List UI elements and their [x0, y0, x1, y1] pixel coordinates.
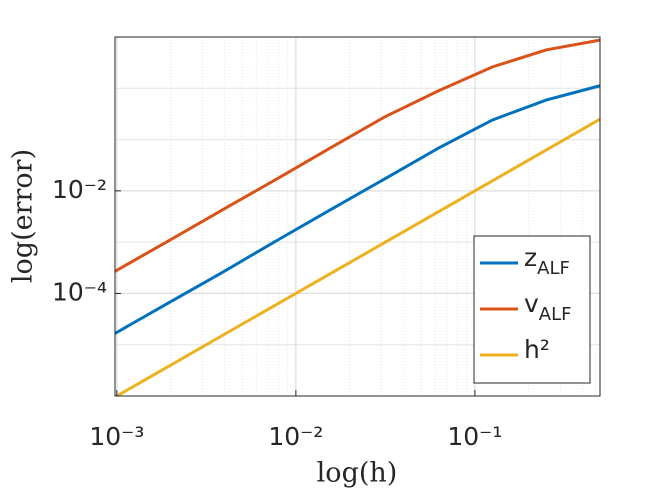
x-tick-label: 10⁻²: [268, 422, 323, 451]
legend: zALF vALF h²: [473, 235, 591, 384]
lines: [115, 38, 600, 396]
series-line: [115, 38, 600, 273]
axes-box: [114, 36, 601, 397]
x-axis-label: log(h): [317, 458, 398, 489]
legend-label: h²: [524, 335, 550, 364]
series-line: [115, 117, 600, 396]
grid: [115, 37, 600, 396]
y-tick-label: 10⁻⁴: [52, 277, 107, 306]
x-tick-label: 10⁻¹: [447, 422, 502, 451]
series-line: [115, 84, 600, 335]
y-tick-label: 10⁻²: [52, 175, 107, 204]
legend-label: zALF: [524, 243, 570, 279]
legend-label: vALF: [524, 289, 572, 325]
x-tick-label: 10⁻³: [89, 422, 144, 451]
y-axis-label: log(error): [8, 149, 39, 283]
